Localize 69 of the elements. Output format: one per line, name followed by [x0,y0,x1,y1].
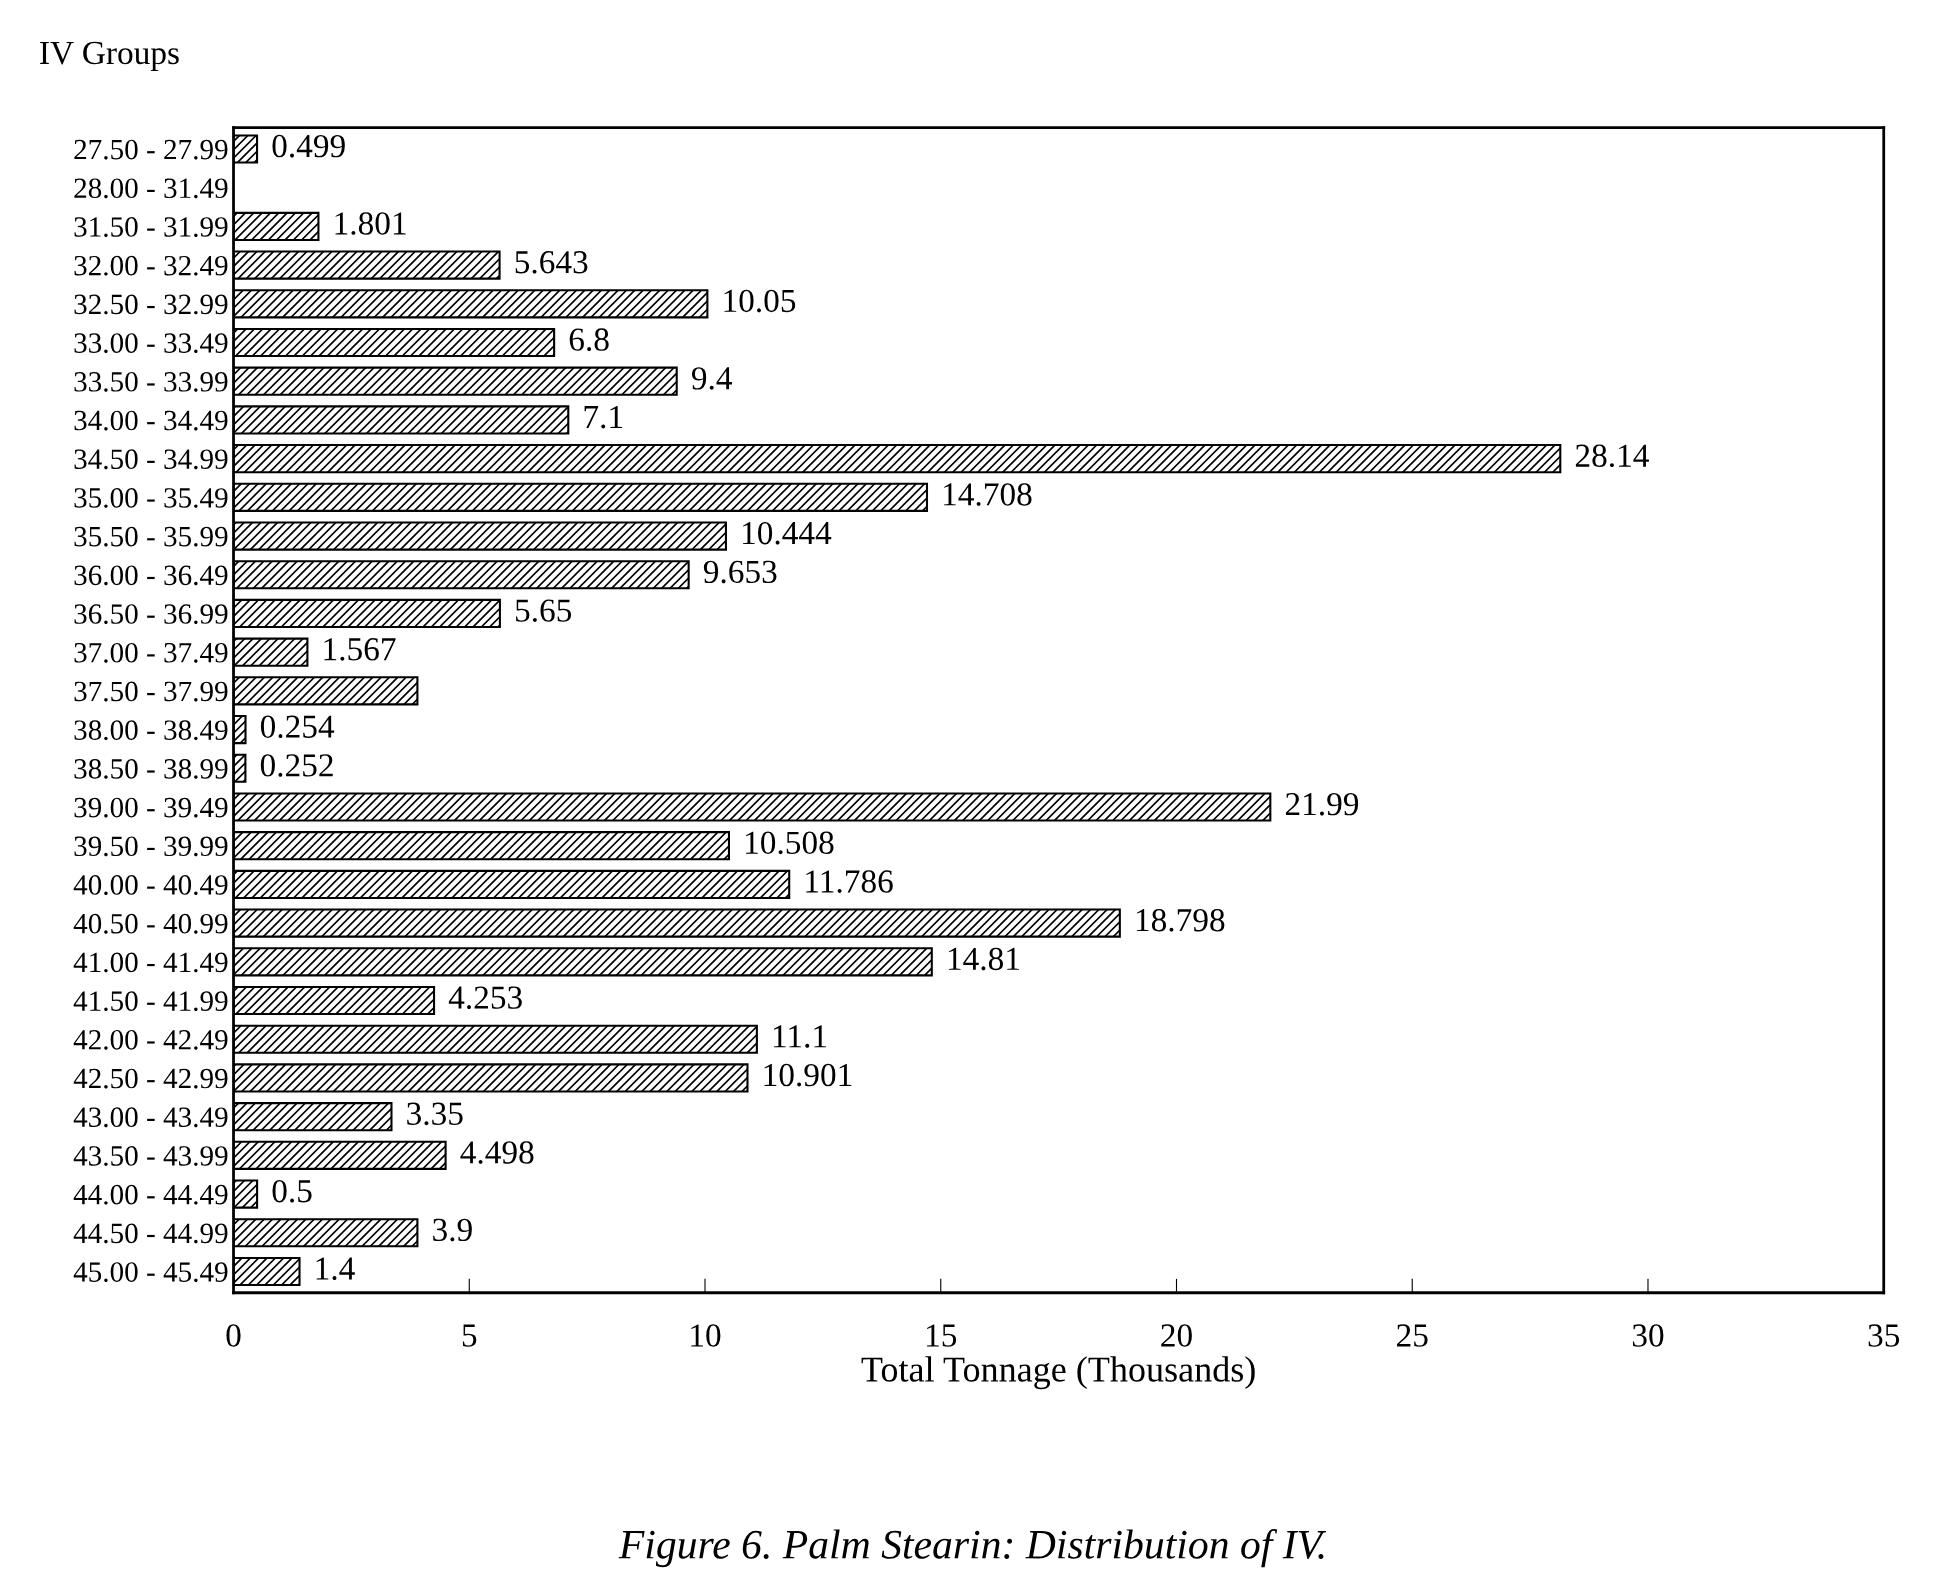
y-tick-label: 41.00 - 41.49 [73,952,228,973]
y-tick-label: 43.50 - 43.99 [73,1146,228,1166]
y-tick-label: 39.50 - 39.99 [74,836,228,857]
text: Figure 6. Palm Stearin: Distribution of IV. [618,1529,1327,1568]
y-tick-label: 34.50 - 34.99 [74,449,228,470]
y-tick-label: 39.00 - 39.49 [74,797,228,818]
x-tick-label: 25 [1397,1324,1428,1347]
data-label: 10.444 [743,521,832,545]
x-tick-label: 35 [1868,1324,1900,1347]
data-label: 0.254 [260,715,335,739]
y-tick-label: 37.50 - 37.99 [74,681,228,702]
y-tick-label: 33.00 - 33.49 [74,333,228,354]
x-tick-label: 20 [1161,1324,1192,1347]
y-tick-label: 38.00 - 38.49 [74,720,228,741]
y-tick-label: 32.50 - 32.99 [74,294,228,315]
y-tick-label: 44.50 - 44.99 [73,1223,228,1244]
y-tick-label: 35.00 - 35.49 [74,488,228,508]
data-label: 4.253 [448,986,522,1010]
data-label: 14.81 [948,947,1019,971]
data-label: 10.901 [764,1063,852,1087]
y-tick-label: 31.50 - 31.99 [74,217,228,237]
y-tick-label: 27.50 - 27.99 [74,139,228,160]
data-label: 5.643 [515,251,588,274]
x-tick-label: 5 [462,1324,477,1347]
data-label: 21.99 [1285,792,1359,816]
y-tick-label: 45.00 - 45.49 [73,1262,228,1283]
data-label: 9.653 [703,560,777,584]
data-label: 3.9 [433,1218,472,1242]
data-label: 11.1 [773,1025,827,1048]
data-label: 9.4 [691,367,733,390]
y-tick-label: 38.50 - 38.99 [74,759,228,779]
data-label: 0.252 [260,754,333,777]
y-tick-label: 36.50 - 36.99 [74,604,228,624]
x-tick-label: 10 [691,1324,721,1347]
y-tick-label: 41.50 - 41.99 [73,991,228,1012]
data-label: 1.4 [316,1257,355,1280]
x-axis-title: Total Tonnage (Thousands) [861,1356,1255,1390]
y-tick-label: 34.00 - 34.49 [74,410,228,431]
y-tick-label: 35.50 - 35.99 [74,526,228,547]
data-label: 1.801 [335,212,406,235]
data-label: 10.05 [724,289,796,313]
x-tick-label: 15 [927,1324,957,1347]
y-tick-label: 33.50 - 33.99 [74,371,228,392]
y-tick-label: 42.00 - 42.49 [73,1029,228,1050]
y-tick-label: 44.00 - 44.49 [73,1184,228,1205]
data-label: 4.498 [460,1141,534,1164]
x-tick-label: 0 [226,1324,241,1347]
data-label: 0.5 [272,1179,312,1203]
data-label: 5.65 [515,599,572,622]
y-axis-title: IV Groups [40,41,179,71]
y-tick-label: 32.00 - 32.49 [74,255,228,276]
data-label: 10.508 [746,831,834,855]
data-label: 6.8 [569,328,609,351]
data-label: 11.786 [806,870,893,893]
data-label: 14.708 [944,483,1032,506]
data-label: 18.798 [1136,908,1225,932]
data-label: 7.1 [584,405,623,429]
y-tick-label: 43.00 - 43.49 [73,1107,228,1128]
data-label: 3.35 [407,1102,463,1126]
y-tick-label: 40.00 - 40.49 [73,875,228,895]
y-tick-label: 36.00 - 36.49 [74,565,228,586]
data-label: 28.14 [1575,444,1649,468]
data-label: 0.499 [272,134,345,158]
y-tick-label: 37.00 - 37.49 [74,642,228,663]
y-tick-label: 42.50 - 42.99 [73,1068,228,1089]
y-tick-label: 40.50 - 40.99 [73,913,228,934]
x-tick-label: 30 [1632,1324,1664,1347]
y-tick-label: 28.00 - 31.49 [74,178,228,199]
data-label: 1.567 [324,638,396,661]
